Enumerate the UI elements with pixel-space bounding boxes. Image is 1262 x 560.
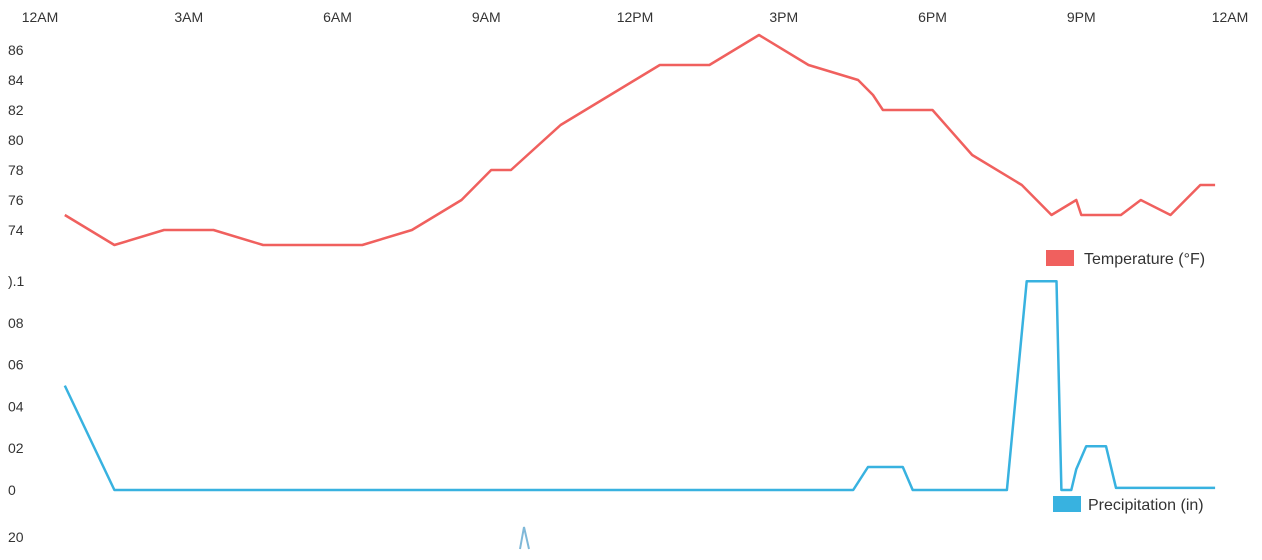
- precipitation-y-tick: 08: [8, 315, 24, 331]
- precipitation-y-ticks: ).1 08 06 04 02 0: [8, 273, 25, 498]
- temperature-y-tick: 84: [8, 72, 24, 88]
- x-tick-label: 12AM: [22, 9, 59, 25]
- temperature-legend-label: Temperature (°F): [1084, 251, 1205, 268]
- temperature-line: [64, 33, 1216, 247]
- x-tick-label: 6PM: [918, 9, 947, 25]
- precipitation-y-tick: 02: [8, 440, 24, 456]
- x-axis-ticks: 12AM 3AM 6AM 9AM 12PM 3PM 6PM 9PM 12AM: [22, 9, 1249, 25]
- third-panel-y-tick: 20: [8, 529, 24, 545]
- x-tick-label: 6AM: [323, 9, 352, 25]
- temperature-y-tick: 76: [8, 192, 24, 208]
- temperature-y-tick: 74: [8, 222, 24, 238]
- temperature-y-tick: 78: [8, 162, 24, 178]
- precipitation-y-tick: ).1: [8, 273, 25, 289]
- precipitation-y-tick: 0: [8, 482, 16, 498]
- precipitation-panel: ).1 08 06 04 02 0 Precipitation (in): [8, 273, 1216, 514]
- x-tick-label: 9PM: [1067, 9, 1096, 25]
- precipitation-line: [63, 279, 1216, 492]
- third-panel-line-fragment: [519, 526, 530, 550]
- x-tick-label: 9AM: [472, 9, 501, 25]
- temperature-y-tick: 82: [8, 102, 24, 118]
- precipitation-y-tick: 06: [8, 357, 24, 373]
- temperature-y-tick: 80: [8, 132, 24, 148]
- temperature-y-tick: 86: [8, 42, 24, 58]
- temperature-y-ticks: 86 84 82 80 78 76 74: [8, 42, 24, 238]
- x-tick-label: 3AM: [174, 9, 203, 25]
- precipitation-legend-label: Precipitation (in): [1088, 497, 1204, 514]
- x-tick-label: 12AM: [1212, 9, 1249, 25]
- precipitation-legend-swatch: [1053, 496, 1081, 512]
- temperature-legend-swatch: [1046, 250, 1074, 266]
- x-tick-label: 12PM: [617, 9, 654, 25]
- x-tick-label: 3PM: [769, 9, 798, 25]
- temperature-panel: 86 84 82 80 78 76 74 Temperature (°F): [8, 33, 1216, 268]
- precipitation-y-tick: 04: [8, 399, 24, 415]
